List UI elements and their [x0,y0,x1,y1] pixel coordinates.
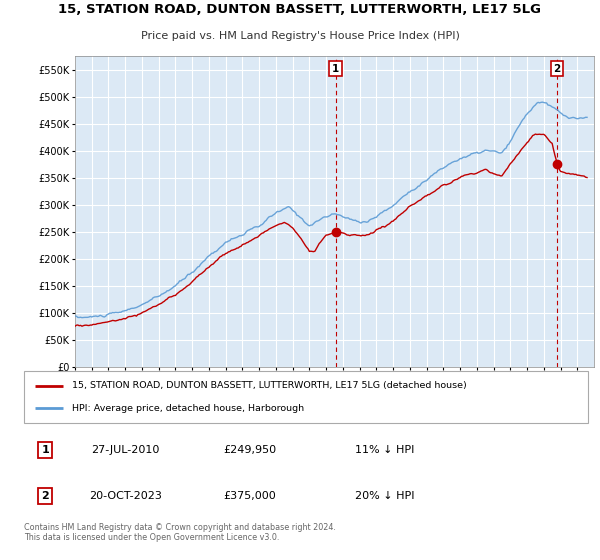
Text: £375,000: £375,000 [223,491,276,501]
Text: 1: 1 [41,445,49,455]
Text: 15, STATION ROAD, DUNTON BASSETT, LUTTERWORTH, LE17 5LG (detached house): 15, STATION ROAD, DUNTON BASSETT, LUTTER… [72,381,467,390]
Text: £249,950: £249,950 [223,445,276,455]
Text: 20% ↓ HPI: 20% ↓ HPI [355,491,415,501]
Text: Price paid vs. HM Land Registry's House Price Index (HPI): Price paid vs. HM Land Registry's House … [140,30,460,40]
Text: 2: 2 [554,64,561,74]
Text: 15, STATION ROAD, DUNTON BASSETT, LUTTERWORTH, LE17 5LG: 15, STATION ROAD, DUNTON BASSETT, LUTTER… [59,3,542,16]
Text: 2: 2 [41,491,49,501]
Text: HPI: Average price, detached house, Harborough: HPI: Average price, detached house, Harb… [72,404,304,413]
FancyBboxPatch shape [24,371,588,423]
Text: 20-OCT-2023: 20-OCT-2023 [89,491,162,501]
Text: 11% ↓ HPI: 11% ↓ HPI [355,445,415,455]
Text: 1: 1 [332,64,339,74]
Text: 27-JUL-2010: 27-JUL-2010 [91,445,160,455]
Text: Contains HM Land Registry data © Crown copyright and database right 2024.
This d: Contains HM Land Registry data © Crown c… [24,523,336,542]
